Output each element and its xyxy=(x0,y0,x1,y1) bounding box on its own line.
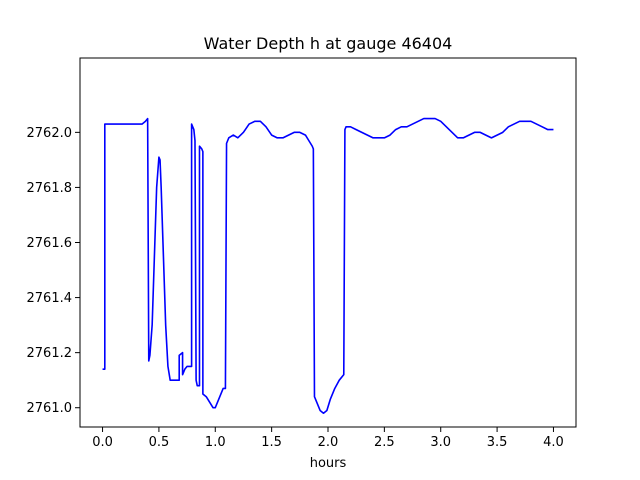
chart-title: Water Depth h at gauge 46404 xyxy=(204,34,453,53)
series-line-0 xyxy=(102,117,554,415)
x-tick-label: 4.0 xyxy=(543,435,564,450)
y-tick-label: 2762.0 xyxy=(27,126,73,141)
x-tick-label: 3.5 xyxy=(487,435,508,450)
x-tick-label: 2.0 xyxy=(318,435,339,450)
y-tick-label: 2761.2 xyxy=(27,346,73,361)
x-tick-label: 3.0 xyxy=(430,435,451,450)
x-tick-label: 0.0 xyxy=(92,435,113,450)
plot-data-layer xyxy=(102,117,554,415)
x-tick-label: 0.5 xyxy=(149,435,170,450)
tick-layer: 0.0 0.5 1.0 1.5 2.0 2.5 3.0 3.5 4.0 2761.0 2761.2 2… xyxy=(27,126,564,450)
x-tick-label: 1.5 xyxy=(261,435,282,450)
y-tick-label: 2761.0 xyxy=(27,401,73,416)
y-tick-label: 2761.8 xyxy=(27,181,73,196)
x-tick-label: 1.0 xyxy=(205,435,226,450)
x-tick-label: 2.5 xyxy=(374,435,395,450)
y-tick-label: 2761.6 xyxy=(27,236,73,251)
x-axis-label: hours xyxy=(310,456,347,471)
y-tick-label: 2761.4 xyxy=(27,291,73,306)
